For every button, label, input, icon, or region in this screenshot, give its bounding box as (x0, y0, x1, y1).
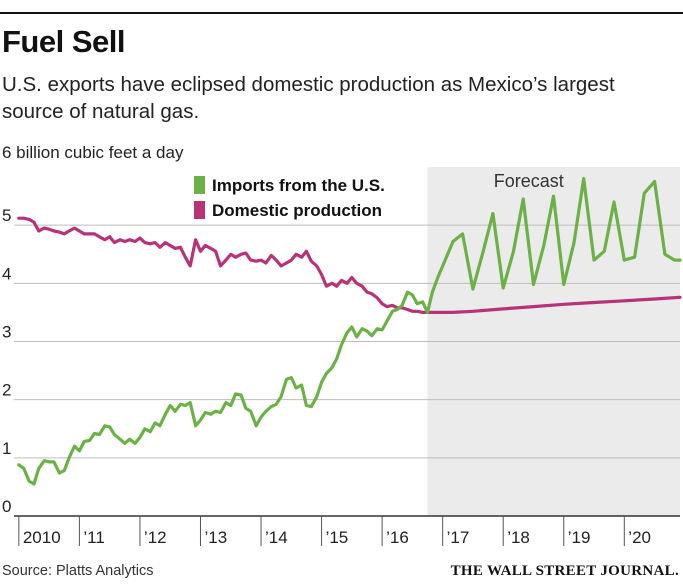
x-tick-label-2018: ’18 (507, 528, 530, 547)
forecast-label: Forecast (494, 171, 564, 191)
y-tick-label-2: 2 (2, 381, 11, 400)
x-tick-label-2017: ’17 (447, 528, 470, 547)
y-tick-label-4: 4 (2, 264, 11, 283)
line-chart: Forecast 2010 ’11 ’12 ’13 ’14 ’15 ’16 ’17 ’18 ’19… (2, 143, 682, 547)
x-tick-label-2013: ’13 (204, 528, 227, 547)
legend-label-0: Imports from the U.S. (212, 176, 385, 195)
chart-title: Fuel Sell (2, 24, 125, 59)
series-line-1 (17, 216, 682, 314)
chart-subtitle: U.S. exports have eclipsed domestic prod… (2, 73, 615, 123)
series-line-0 (17, 177, 682, 486)
x-tick-label-2010: 2010 (23, 528, 61, 547)
y-tick-label-1: 1 (2, 439, 11, 458)
top-rule (0, 12, 683, 14)
series-lines (17, 177, 682, 486)
y-unit-label: 6 billion cubic feet a day (2, 143, 184, 162)
y-tick-label-5: 5 (2, 206, 11, 225)
y-tick-label-3: 3 (2, 323, 11, 342)
publisher-logo: THE WALL STREET JOURNAL. (450, 563, 679, 579)
x-tick-label-2014: ’14 (265, 528, 288, 547)
legend-swatch-0 (194, 176, 205, 194)
x-tick-label-2012: ’12 (144, 528, 167, 547)
legend-label-1: Domestic production (212, 201, 382, 220)
x-tick-label-2020: ’20 (628, 528, 651, 547)
y-axis: 0 1 2 3 4 5 6 billion cubic feet a day (2, 143, 184, 516)
x-tick-label-2016: ’16 (386, 528, 409, 547)
legend: Imports from the U.S. Domestic production (194, 176, 385, 220)
x-axis: 2010 ’11 ’12 ’13 ’14 ’15 ’16 ’17 ’18 ’19 ’20 (14, 515, 680, 547)
x-tick-label-2015: ’15 (326, 528, 349, 547)
x-tick-label-2011: ’11 (83, 528, 104, 547)
y-tick-label-0: 0 (2, 497, 11, 516)
legend-swatch-1 (194, 201, 205, 219)
source-note: Source: Platts Analytics (2, 563, 154, 579)
x-tick-label-2019: ’19 (568, 528, 591, 547)
